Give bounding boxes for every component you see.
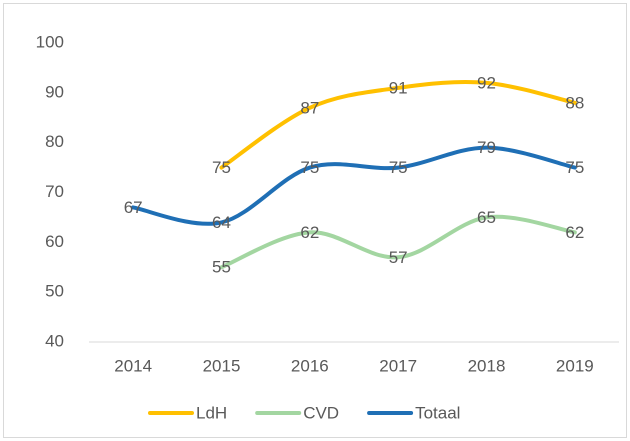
x-tick-label: 2014 bbox=[114, 356, 152, 375]
x-tick-label: 2018 bbox=[468, 356, 506, 375]
series-line bbox=[219, 80, 577, 170]
data-label: 75 bbox=[565, 158, 584, 177]
y-tick-label: 60 bbox=[45, 232, 64, 251]
legend-label: CVD bbox=[303, 403, 339, 422]
data-label: 65 bbox=[477, 208, 496, 227]
data-label: 91 bbox=[389, 78, 408, 97]
x-tick-label: 2017 bbox=[379, 356, 417, 375]
y-tick-label: 80 bbox=[45, 132, 64, 151]
data-label: 64 bbox=[212, 213, 231, 232]
y-tick-label: 50 bbox=[45, 282, 64, 301]
x-tick-label: 2016 bbox=[291, 356, 329, 375]
data-label: 62 bbox=[300, 223, 319, 242]
data-label: 88 bbox=[565, 93, 584, 112]
data-label: 75 bbox=[300, 158, 319, 177]
data-label: 67 bbox=[124, 198, 143, 217]
series-line bbox=[219, 214, 577, 270]
data-label: 87 bbox=[300, 98, 319, 117]
series-line bbox=[131, 145, 577, 226]
y-tick-label: 90 bbox=[45, 82, 64, 101]
data-label: 79 bbox=[477, 138, 496, 157]
y-tick-label: 100 bbox=[36, 32, 64, 51]
data-label: 75 bbox=[389, 158, 408, 177]
data-label: 75 bbox=[212, 158, 231, 177]
data-label: 55 bbox=[212, 258, 231, 277]
legend-label: LdH bbox=[196, 403, 227, 422]
x-tick-label: 2015 bbox=[203, 356, 241, 375]
x-tick-label: 2019 bbox=[556, 356, 594, 375]
data-label: 62 bbox=[565, 223, 584, 242]
y-tick-label: 70 bbox=[45, 182, 64, 201]
data-label: 92 bbox=[477, 73, 496, 92]
y-tick-label: 40 bbox=[45, 331, 64, 350]
data-label: 57 bbox=[389, 248, 408, 267]
legend-label: Totaal bbox=[415, 403, 460, 422]
